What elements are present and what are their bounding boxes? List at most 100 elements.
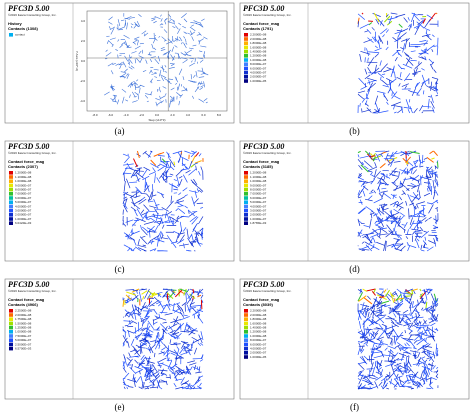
contact-line (196, 33, 201, 36)
contact-line (184, 53, 192, 57)
contact-line (426, 167, 432, 175)
contact-line (189, 216, 198, 223)
contact-line (404, 296, 412, 301)
contact-line (191, 241, 196, 243)
contact-line (166, 293, 171, 302)
contact-line (197, 57, 203, 60)
contact-line (407, 386, 414, 389)
contact-line (122, 153, 128, 157)
contact-line (394, 375, 403, 380)
contact-line (122, 361, 126, 367)
contact-line (409, 350, 419, 353)
contact-line (175, 25, 179, 30)
contact-line (166, 51, 170, 58)
contact-line (119, 44, 124, 48)
legend-label: 1.4000E+08 (250, 49, 267, 53)
contact-line (393, 177, 399, 183)
contact-line (374, 342, 384, 346)
contact-line (157, 364, 163, 367)
contact-line (183, 314, 188, 317)
contact-line (392, 214, 398, 221)
contact-line (157, 165, 166, 172)
contact-line (371, 290, 376, 296)
contact-line (139, 370, 141, 375)
contact-line (407, 334, 413, 341)
contact-line (156, 177, 161, 183)
contact-line (369, 192, 374, 194)
contact-line (383, 378, 386, 384)
contact-line (140, 305, 147, 311)
contact-line (180, 84, 183, 87)
contact-line (125, 99, 129, 102)
contact-line (137, 321, 140, 332)
contact-line (171, 46, 174, 53)
contact-line (172, 26, 176, 29)
contact-line (433, 300, 438, 305)
legend-label: 1.2500E+08 (15, 325, 32, 329)
contact-line (132, 377, 137, 380)
contact-line (130, 26, 133, 29)
legend-label: 6.0422E+03 (15, 221, 32, 225)
contact-line (423, 157, 428, 160)
contact-line (431, 49, 434, 53)
contact-line (183, 322, 188, 333)
contact-line (375, 311, 381, 314)
contact-line (435, 347, 439, 350)
legend-swatch (9, 221, 13, 225)
contact-line (165, 41, 173, 45)
contact-line (191, 379, 201, 387)
contact-line (160, 332, 165, 340)
contact-line (142, 175, 150, 181)
contact-line (377, 176, 383, 184)
copyright: ©2016 Itasca Consulting Group, Inc. (243, 289, 292, 293)
contact-line (191, 60, 193, 63)
contact-line (117, 39, 120, 42)
contact-line (390, 349, 394, 353)
contact-line (399, 212, 406, 217)
contact-line (185, 349, 193, 352)
contact-line (141, 317, 145, 321)
contact-line (156, 326, 160, 330)
contact-line (137, 346, 146, 349)
legend-label: 4.0000E+07 (250, 204, 267, 208)
legend-swatch (244, 338, 248, 342)
contact-line (397, 64, 403, 70)
contact-line (404, 378, 415, 382)
legend-swatch (244, 171, 248, 175)
contact-line (182, 86, 188, 92)
contact-line (389, 81, 392, 92)
contact-line (154, 16, 161, 20)
contact-line (127, 362, 130, 367)
contact-line (183, 42, 186, 46)
contact-line (381, 290, 384, 295)
contact-line (138, 198, 147, 205)
contact-line (170, 352, 176, 356)
contact-line (412, 174, 420, 181)
contact-line (170, 87, 175, 91)
contact-line (401, 28, 409, 32)
contact-line (117, 19, 121, 26)
contact-line (378, 331, 385, 339)
contact-line (130, 349, 135, 353)
contact-line (169, 329, 176, 334)
contact-line (373, 170, 381, 180)
contact-line (425, 176, 432, 178)
contact-line (158, 344, 161, 349)
contact-line (169, 339, 172, 344)
contact-line (409, 25, 412, 31)
contact-line (382, 34, 385, 38)
contact-line (156, 335, 164, 345)
contact-line (167, 214, 171, 223)
contact-line (431, 168, 433, 178)
contact-line (160, 368, 164, 375)
contact-line (142, 150, 147, 155)
contact-line (188, 47, 194, 50)
contact-line (130, 23, 134, 26)
contact-line (427, 202, 433, 205)
contact-line (123, 372, 130, 380)
contact-line (124, 156, 131, 164)
contact-line (391, 91, 398, 99)
contact-line (134, 327, 137, 334)
contact-line (358, 374, 364, 385)
contact-line (393, 364, 401, 373)
